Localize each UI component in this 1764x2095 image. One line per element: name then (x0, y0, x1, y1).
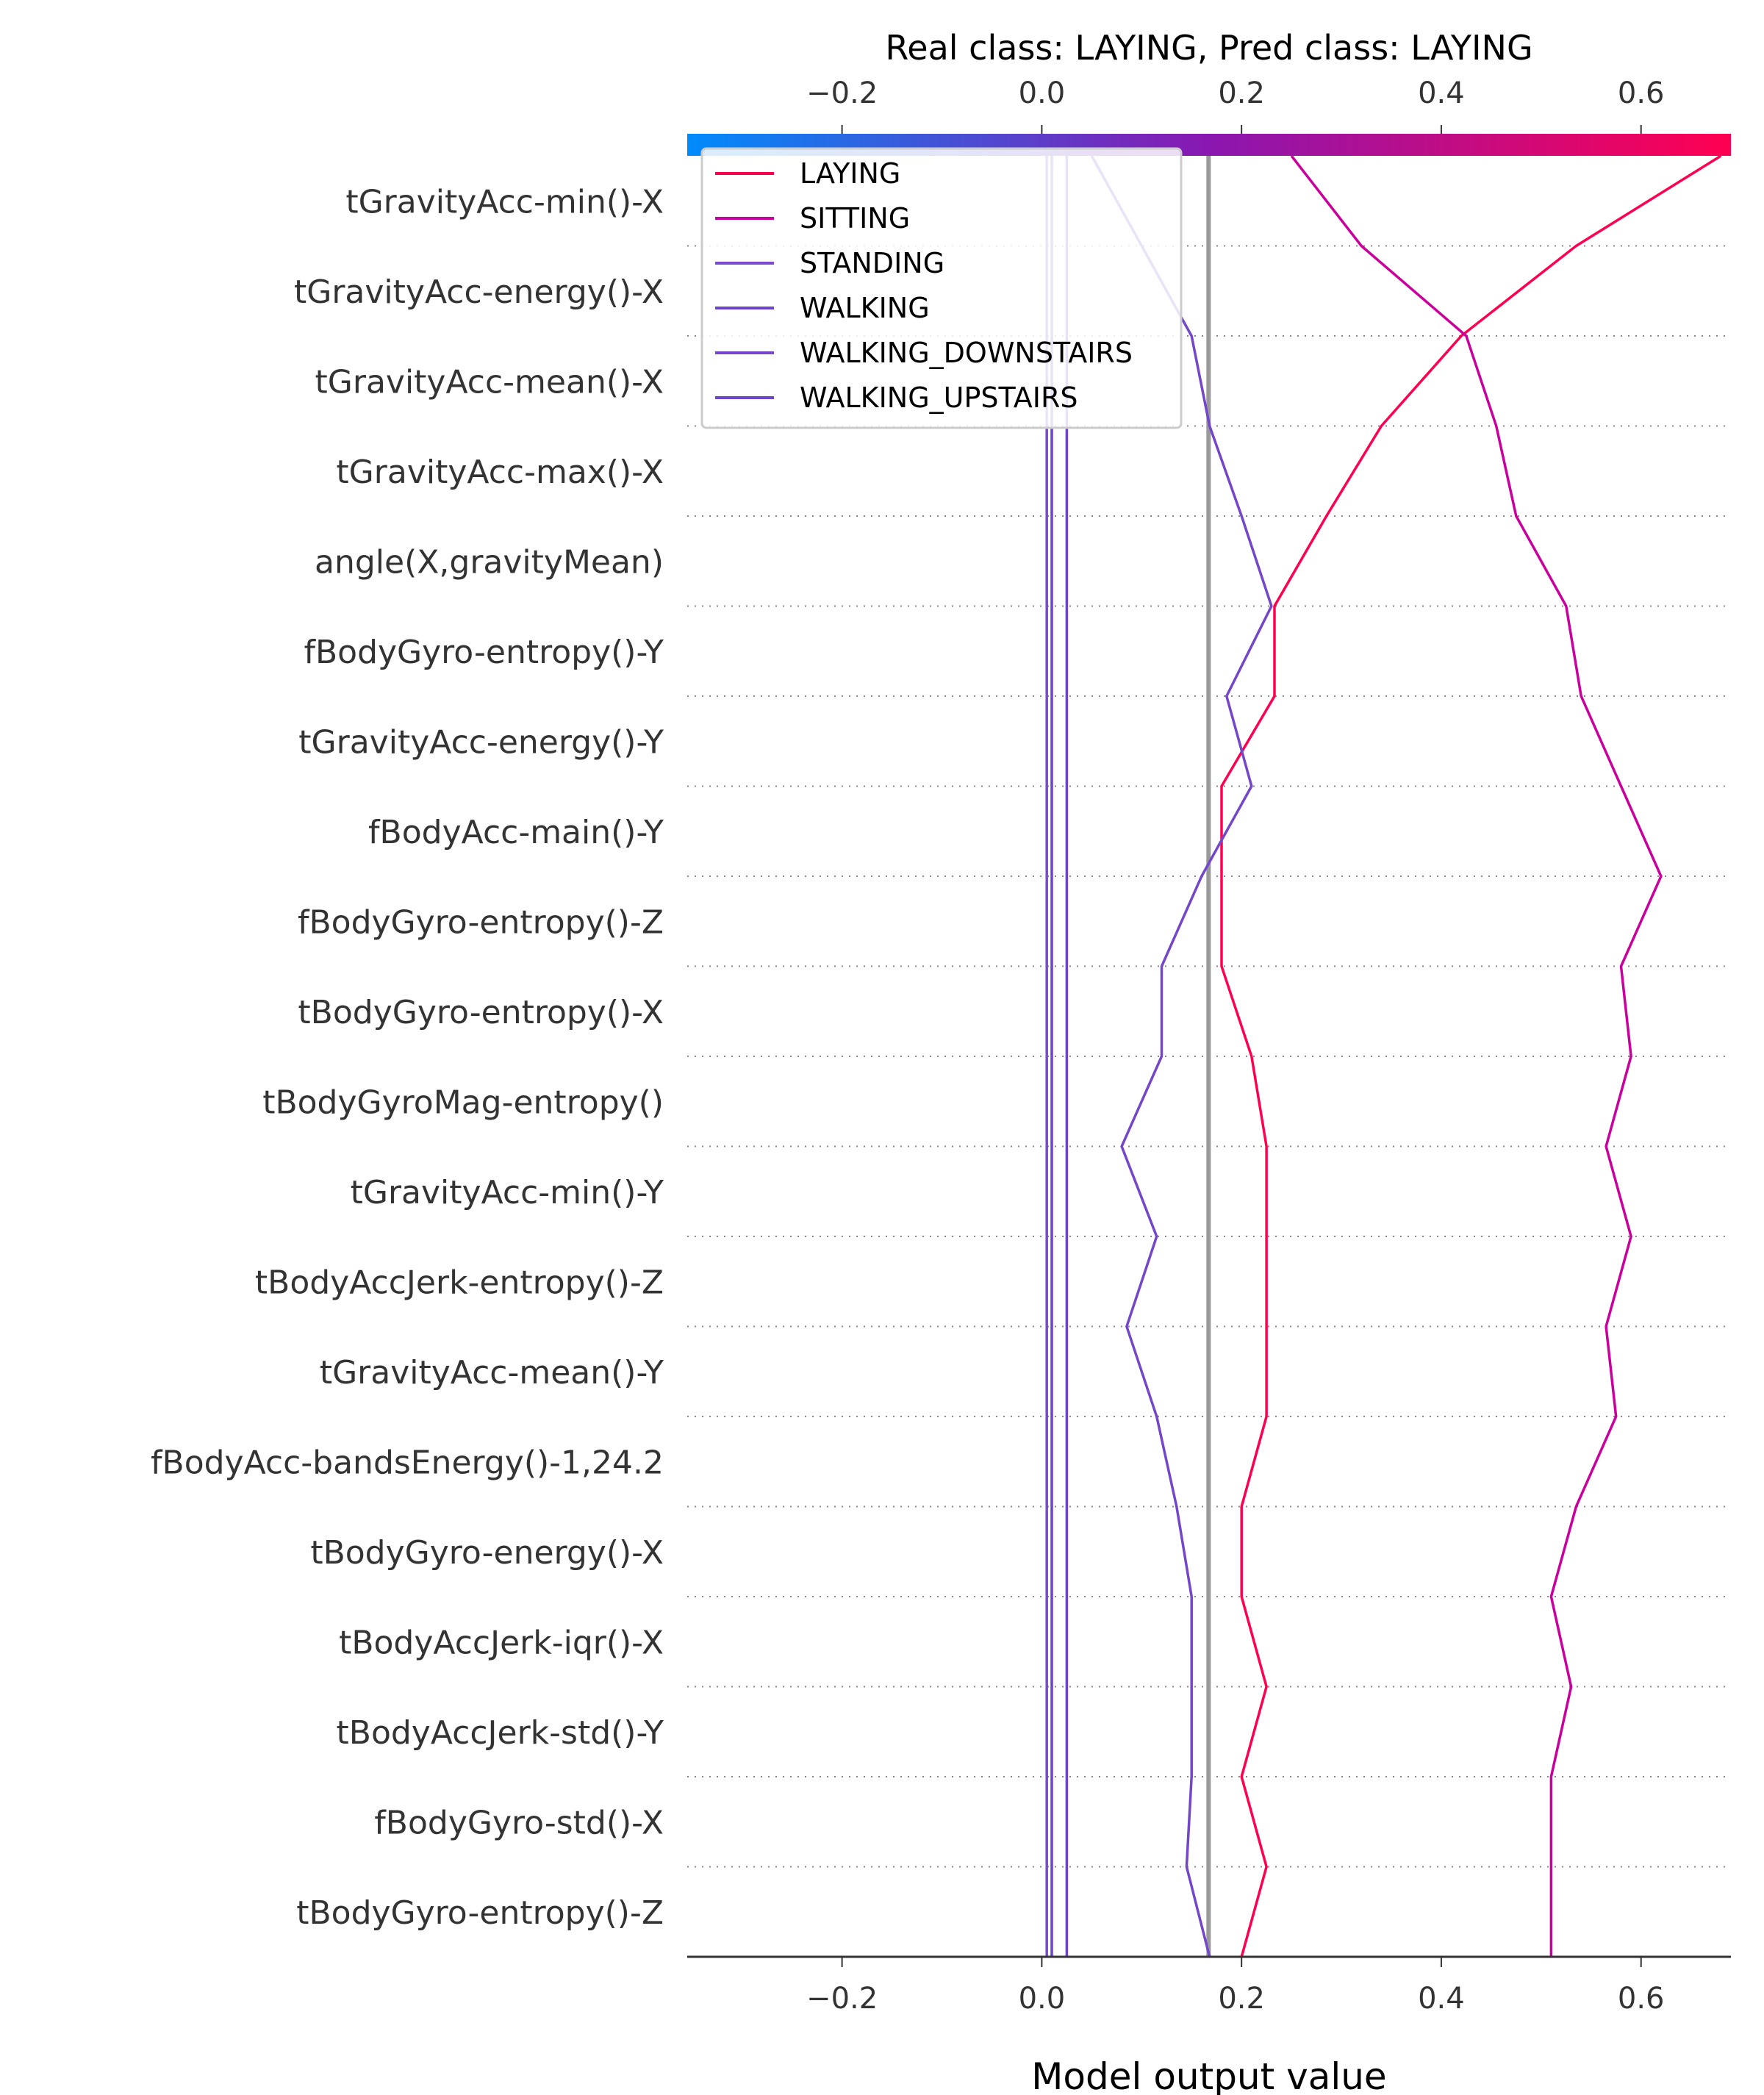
tick-label: 0.0 (1019, 76, 1066, 110)
legend-label: SITTING (800, 202, 910, 234)
feature-label: fBodyAcc-bandsEnergy()-1,24.2 (151, 1444, 664, 1481)
feature-label: tBodyGyro-entropy()-X (298, 994, 664, 1031)
series-lines (1045, 154, 1722, 1958)
tick-label: 0.6 (1618, 76, 1665, 110)
feature-label: tGravityAcc-energy()-X (294, 273, 664, 311)
feature-labels: tGravityAcc-min()-X tGravityAcc-energy()-… (151, 183, 664, 1932)
series-line (1220, 154, 1722, 1958)
tick-label: −0.2 (806, 1982, 878, 2016)
legend: LAYING SITTING STANDING WALKING WALKING_DOWN… (700, 147, 1183, 429)
tick-label: 0.4 (1418, 76, 1465, 110)
legend-label: WALKING (800, 292, 930, 324)
feature-label: tBodyAccJerk-std()-Y (337, 1714, 664, 1752)
top-axis-ticks: −0.2 0.0 0.2 0.4 0.6 (806, 76, 1665, 134)
tick-label: −0.2 (806, 76, 878, 110)
feature-label: fBodyGyro-entropy()-Z (298, 903, 664, 941)
series-line (1090, 155, 1273, 1958)
legend-label: WALKING_DOWNSTAIRS (800, 337, 1133, 369)
feature-label: fBodyAcc-main()-Y (368, 814, 664, 851)
feature-label: tGravityAcc-mean()-Y (320, 1354, 664, 1392)
tick-label: 0.6 (1618, 1982, 1665, 2016)
feature-label: tBodyAccJerk-iqr()-X (339, 1624, 664, 1661)
feature-label: tGravityAcc-min()-X (345, 183, 664, 221)
tick-label: 0.2 (1218, 1982, 1265, 2016)
series-line (1290, 154, 1663, 1957)
feature-label: fBodyGyro-entropy()-Y (304, 634, 664, 671)
feature-label: fBodyGyro-std()-X (374, 1804, 664, 1841)
legend-label: LAYING (800, 157, 900, 190)
feature-label: tGravityAcc-mean()-X (315, 363, 664, 401)
chart-title: Real class: LAYING, Pred class: LAYING (885, 28, 1532, 68)
tick-label: 0.4 (1418, 1982, 1465, 2016)
feature-label: angle(X,gravityMean) (315, 543, 664, 581)
x-axis-label: Model output value (1031, 2055, 1386, 2095)
feature-label: tBodyAccJerk-entropy()-Z (255, 1264, 664, 1301)
feature-label: tGravityAcc-energy()-Y (298, 723, 664, 761)
tick-label: 0.2 (1218, 76, 1265, 110)
legend-label: WALKING_UPSTAIRS (800, 382, 1078, 414)
legend-box (700, 147, 1183, 429)
feature-label: tBodyGyro-energy()-X (310, 1534, 664, 1572)
feature-label: tBodyGyroMag-entropy() (262, 1084, 664, 1121)
feature-label: tGravityAcc-max()-X (336, 454, 664, 491)
tick-label: 0.0 (1019, 1982, 1066, 2016)
legend-label: STANDING (800, 247, 944, 279)
feature-label: tGravityAcc-min()-Y (351, 1174, 664, 1211)
feature-label: tBodyGyro-entropy()-Z (296, 1894, 664, 1932)
bottom-axis-ticks: −0.2 0.0 0.2 0.4 0.6 (806, 1957, 1665, 2016)
